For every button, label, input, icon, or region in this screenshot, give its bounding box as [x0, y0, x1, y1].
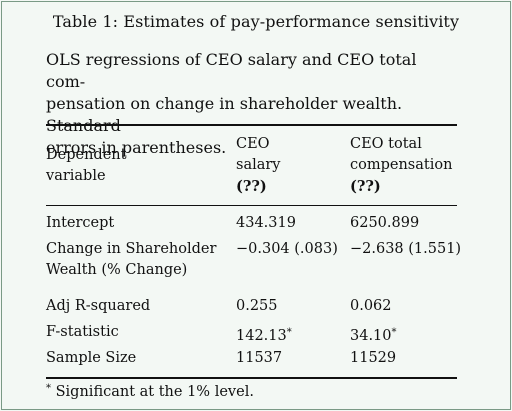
description-line: errors in parentheses.	[46, 138, 227, 157]
table-footnote: * Significant at the 1% level.	[46, 383, 254, 400]
row-label-adj-r-squared: Adj R-squared	[46, 298, 151, 314]
row-label-intercept: Intercept	[46, 215, 115, 231]
header-ceo-salary: CEO salary (??)	[236, 136, 281, 195]
header-ceo-total-compensation: CEO total compensation (??)	[350, 136, 453, 195]
table-caption: Table 1: Estimates of pay-performance se…	[52, 12, 460, 31]
top-rule	[46, 124, 457, 126]
cell-intercept-salary: 434.319	[236, 215, 296, 231]
cell-change-total: −2.638 (1.551)	[350, 241, 462, 257]
significance-mark: *	[286, 327, 292, 338]
cell-adj-r2-total: 0.062	[350, 298, 392, 314]
description-line: OLS regressions of CEO salary and CEO to…	[46, 50, 417, 91]
description-line: pensation on change in shareholder wealt…	[46, 94, 403, 135]
row-label-change-in-wealth: Change in Shareholder Wealth (% Change)	[46, 241, 217, 278]
bottom-rule	[46, 377, 457, 379]
cell-intercept-total: 6250.899	[350, 215, 420, 231]
cell-change-salary: −0.304 (.083)	[236, 241, 338, 257]
cell-adj-r2-salary: 0.255	[236, 298, 278, 314]
cell-sample-salary: 11537	[236, 350, 283, 366]
mid-rule	[46, 205, 457, 206]
significance-mark: *	[391, 327, 397, 338]
cell-sample-total: 11529	[350, 350, 397, 366]
table-description: OLS regressions of CEO salary and CEO to…	[46, 49, 460, 159]
row-label-f-statistic: F-statistic	[46, 324, 119, 340]
footnote-mark: *	[46, 383, 51, 394]
row-label-sample-size: Sample Size	[46, 350, 137, 366]
header-dependent-variable: Dependent variable	[46, 147, 127, 184]
cell-f-salary: 142.13*	[236, 327, 292, 344]
cell-f-total: 34.10*	[350, 327, 397, 344]
